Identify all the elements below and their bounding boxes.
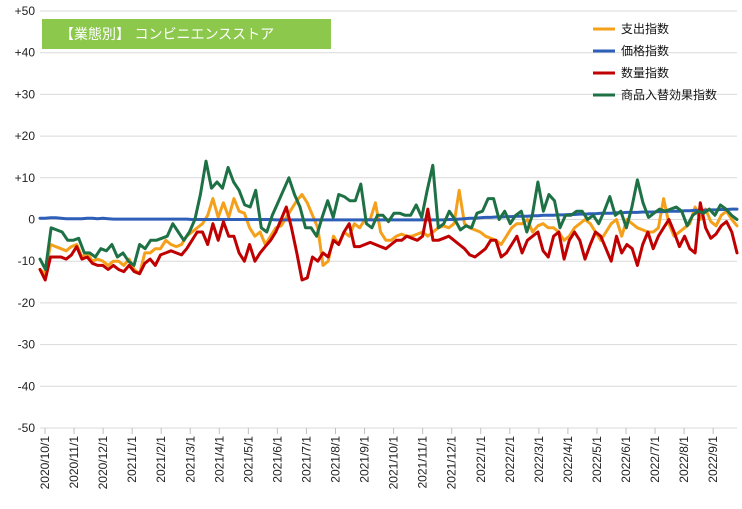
chart-title: 【業態別】 コンビニエンスストア	[60, 27, 274, 43]
x-tick-label: 2021/4/1	[212, 436, 226, 483]
x-tick-label: 2021/2/1	[154, 436, 168, 483]
y-tick-label: +30	[15, 87, 36, 101]
y-tick-label: +50	[15, 4, 36, 18]
x-axis: 2020/10/1 2020/11/1 2020/12/1 2021/1/1 2021/…	[38, 428, 720, 489]
x-tick-label: 2021/10/1	[387, 436, 401, 490]
x-tick-label: 2022/6/1	[619, 436, 633, 483]
x-tick-label: 2022/7/1	[648, 436, 662, 483]
x-tick-label: 2021/3/1	[183, 436, 197, 483]
y-axis: +50 +40 +30 +20 +10 0 -10 -20 -30 -40 -50	[15, 4, 36, 435]
legend-label: 価格指数	[621, 43, 669, 58]
y-tick-label: +40	[15, 46, 36, 60]
y-tick-label: 0	[28, 213, 35, 227]
x-tick-label: 2021/11/1	[416, 436, 430, 489]
legend-label: 支出指数	[621, 21, 669, 36]
y-tick-label: -50	[18, 421, 36, 435]
y-tick-label: -40	[18, 379, 36, 393]
x-tick-label: 2020/10/1	[38, 436, 52, 490]
x-tick-label: 2021/8/1	[329, 436, 343, 483]
x-tick-label: 2022/5/1	[590, 436, 604, 483]
x-tick-label: 2020/12/1	[96, 436, 110, 490]
chart-title-box: 【業態別】 コンビニエンスストア	[42, 19, 331, 49]
y-tick-label: -10	[18, 254, 36, 268]
legend-label: 商品入替効果指数	[621, 87, 717, 102]
series-line-2	[38, 201, 739, 282]
y-tick-label: -20	[18, 296, 36, 310]
series-line-3	[38, 159, 739, 271]
y-tick-label: +20	[15, 129, 36, 143]
x-tick-label: 2022/3/1	[532, 436, 546, 483]
y-tick-label: +10	[15, 171, 36, 185]
legend-label: 数量指数	[621, 65, 669, 80]
x-tick-label: 2021/6/1	[270, 436, 284, 483]
x-tick-label: 2022/8/1	[677, 436, 691, 483]
y-tick-label: -30	[18, 338, 36, 352]
x-tick-label: 2022/1/1	[474, 436, 488, 483]
x-tick-label: 2021/9/1	[358, 436, 372, 483]
chart-title-background	[42, 19, 331, 49]
x-tick-label: 2021/1/1	[125, 436, 139, 483]
x-tick-label: 2021/5/1	[241, 436, 255, 483]
x-tick-label: 2022/4/1	[561, 436, 575, 483]
x-tick-label: 2022/9/1	[706, 436, 720, 483]
series-lines	[38, 159, 739, 282]
x-tick-label: 2022/2/1	[503, 436, 517, 483]
x-tick-label: 2020/11/1	[67, 436, 81, 489]
x-tick-label: 2021/12/1	[445, 436, 459, 490]
series-line-0	[38, 188, 739, 276]
x-tick-label: 2021/7/1	[299, 436, 313, 483]
